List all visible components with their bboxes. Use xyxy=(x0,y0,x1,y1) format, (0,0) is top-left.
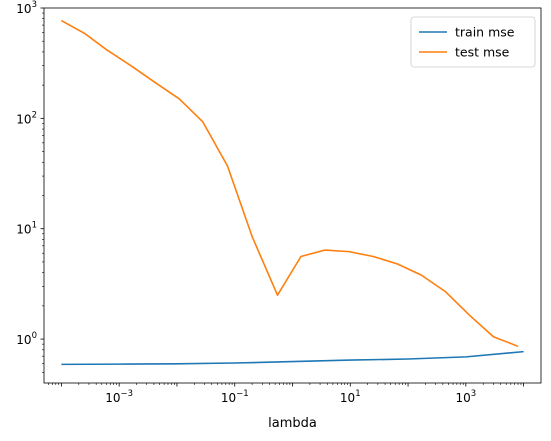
legend-label: test mse xyxy=(455,45,510,60)
x-tick-label: 103 xyxy=(455,389,476,405)
y-tick-label: 101 xyxy=(16,221,37,237)
series-layer xyxy=(61,19,524,366)
x-tick-label: 10−1 xyxy=(221,389,249,405)
y-tick-label: 102 xyxy=(16,110,37,126)
legend-label: train mse xyxy=(455,25,515,40)
plot-background xyxy=(44,8,541,383)
series-line-test-mse xyxy=(61,19,519,348)
legend-box xyxy=(410,16,536,68)
x-tick-label: 10−3 xyxy=(105,389,133,405)
y-tick-label: 103 xyxy=(16,0,37,16)
legend: train mse test mse xyxy=(410,16,536,68)
axes-layer: 10−3 10−1 101 103 100 101 102 103 xyxy=(16,0,542,405)
axes-frame xyxy=(43,7,542,384)
x-tick-label: 101 xyxy=(340,389,361,405)
plot-area xyxy=(44,8,541,383)
series-line-train-mse xyxy=(61,350,524,366)
y-tick-label: 100 xyxy=(16,331,37,347)
x-axis-label: lambda xyxy=(268,416,317,431)
